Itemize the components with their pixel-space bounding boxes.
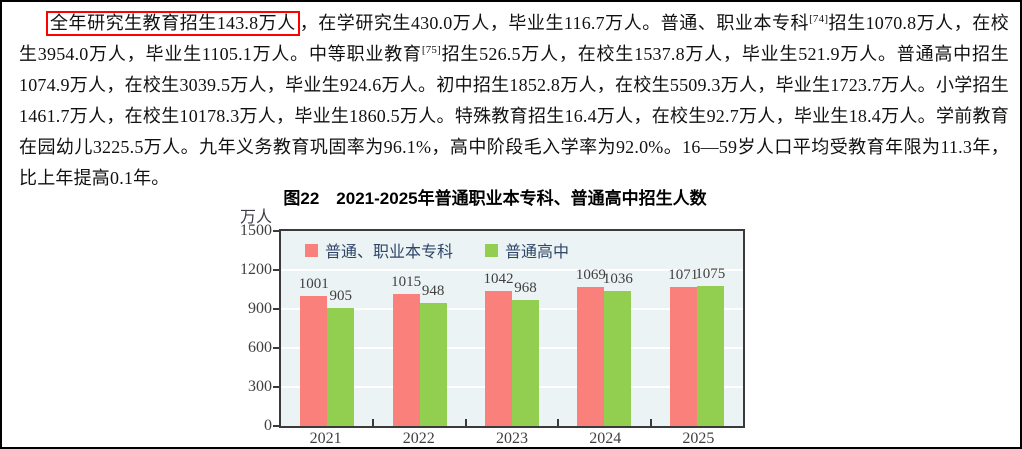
bar-value-label: 905 bbox=[329, 288, 352, 305]
red-highlight-box: 全年研究生教育招生143.8万人 bbox=[46, 11, 300, 36]
y-tick-mark bbox=[273, 269, 280, 271]
y-tick-label: 1200 bbox=[240, 261, 272, 278]
bar-chart-figure: 图22 2021-2025年普通职业本专科、普通高中招生人数 万人 0 300 60… bbox=[240, 184, 762, 447]
x-axis-label-2022: 2022 bbox=[402, 430, 435, 447]
bar-普通、职业本专科-2022 bbox=[392, 294, 420, 426]
x-axis-labels: 2021 2022 2023 2024 2025 bbox=[279, 430, 745, 447]
bar-普通、职业本专科-2023 bbox=[485, 290, 512, 426]
bar-value-label: 1042 bbox=[483, 270, 514, 287]
y-axis-tick-labels: 0 300 600 900 1200 1500 bbox=[240, 184, 272, 447]
footnote-ref-74: [74] bbox=[809, 13, 829, 25]
bar-普通高中-2024 bbox=[604, 291, 632, 426]
statistics-paragraph: 全年研究生教育招生143.8万人 ，在学研究生430.0万人，毕业生116.7万人… bbox=[19, 8, 1009, 194]
bar-普通、职业本专科-2024 bbox=[577, 287, 605, 426]
paragraph-text-2: 招生1070.8万人，在校生3954.0万人，毕业生1105.1万人。中等职业教… bbox=[19, 13, 1009, 64]
y-tick-mark bbox=[273, 425, 280, 427]
bar-普通、职业本专科-2025 bbox=[669, 286, 697, 426]
legend-item-gaozhong: 普通高中 bbox=[485, 238, 569, 262]
bar-value-label: 1071 bbox=[668, 266, 699, 283]
y-axis-unit-label: 万人 bbox=[240, 209, 273, 226]
bar-value-label: 1075 bbox=[695, 266, 726, 283]
paragraph-text-3: 招生526.5万人，在校生1537.8万人，毕业生521.9万人。普通高中招生1… bbox=[19, 44, 1009, 188]
x-tick-mark bbox=[464, 419, 467, 426]
y-tick-label: 600 bbox=[248, 339, 272, 356]
bar-value-label: 948 bbox=[421, 282, 445, 299]
x-axis-label-2023: 2023 bbox=[496, 430, 528, 447]
bar-value-label: 1001 bbox=[298, 275, 329, 292]
y-tick-label: 1500 bbox=[240, 222, 272, 239]
y-tick-label: 300 bbox=[248, 378, 272, 395]
x-axis-label-2025: 2025 bbox=[682, 430, 715, 447]
y-tick-mark bbox=[273, 386, 280, 388]
bar-普通高中-2023 bbox=[512, 300, 539, 426]
x-tick-mark bbox=[372, 419, 375, 426]
bar-value-label: 1069 bbox=[575, 267, 606, 284]
bar-普通高中-2021 bbox=[327, 308, 355, 426]
y-tick-mark bbox=[273, 308, 280, 310]
legend-label: 普通高中 bbox=[505, 244, 570, 261]
legend-item-benzhuanke: 普通、职业本专科 bbox=[305, 238, 453, 262]
bar-普通高中-2022 bbox=[419, 302, 447, 426]
x-axis-label-2021: 2021 bbox=[309, 430, 342, 447]
paragraph-text-1: ，在学研究生430.0万人，毕业生116.7万人。普通、职业本专科 bbox=[299, 13, 810, 33]
chart-title: 图22 2021-2025年普通职业本专科、普通高中招生人数 bbox=[283, 189, 707, 208]
bar-value-label: 1015 bbox=[391, 274, 422, 291]
bar-普通、职业本专科-2021 bbox=[300, 295, 328, 426]
y-tick-label: 900 bbox=[248, 300, 272, 317]
bar-value-label: 1036 bbox=[602, 271, 633, 288]
bar-普通高中-2025 bbox=[696, 286, 724, 426]
y-tick-mark bbox=[273, 230, 280, 232]
highlighted-text: 全年研究生教育招生143.8万人 bbox=[50, 13, 296, 33]
x-axis-label-2024: 2024 bbox=[589, 430, 622, 447]
legend-swatch-green-icon bbox=[485, 243, 499, 257]
x-tick-mark bbox=[557, 419, 560, 426]
legend-label: 普通、职业本专科 bbox=[325, 244, 454, 261]
legend-swatch-red-icon bbox=[305, 243, 318, 257]
gridline bbox=[281, 269, 743, 271]
x-tick-mark bbox=[649, 419, 652, 426]
chart-legend: 普通、职业本专科 普通高中 bbox=[305, 238, 569, 262]
chart-plot-area: 普通、职业本专科 普通高中 1001 905 1015 948 1042 968 1069 1… bbox=[279, 229, 745, 428]
bar-value-label: 968 bbox=[514, 280, 537, 297]
y-tick-mark bbox=[273, 347, 280, 349]
y-tick-label: 0 bbox=[264, 417, 272, 434]
footnote-ref-75: [75] bbox=[421, 44, 441, 56]
